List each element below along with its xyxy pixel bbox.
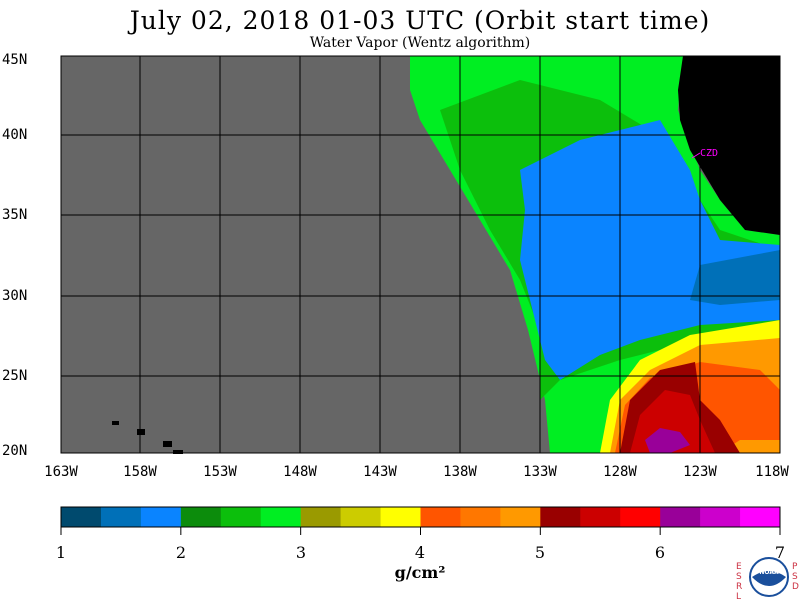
colorbar-swatch	[700, 507, 741, 527]
colorbar-swatch	[540, 507, 581, 527]
logo-letter: S	[792, 572, 798, 582]
colorbar-tick-label: 4	[414, 543, 426, 562]
colorbar-frame	[60, 506, 781, 528]
esrl-letters: E S R L	[736, 562, 746, 602]
colorbar-tick-label: 5	[534, 543, 546, 562]
colorbar-swatch	[300, 507, 342, 527]
lon-label: 128W	[603, 464, 637, 480]
hawaii-island	[137, 429, 145, 435]
colorbar-swatch	[580, 507, 621, 527]
logo-letter: E	[736, 562, 742, 572]
lon-label: 133W	[523, 464, 557, 480]
lon-label: 123W	[683, 464, 717, 480]
station-label: CZD	[700, 148, 718, 159]
colorbar-swatch	[180, 507, 222, 527]
hawaii-island	[173, 450, 183, 454]
colorbar-swatch	[140, 507, 182, 527]
lon-label: 148W	[283, 464, 317, 480]
colorbar-swatch	[100, 507, 142, 527]
logo-letter: D	[792, 582, 799, 592]
colorbar-swatch	[340, 507, 382, 527]
colorbar-swatch	[260, 507, 302, 527]
lon-label: 138W	[443, 464, 477, 480]
vapor-blue-region	[520, 120, 780, 380]
lon-label: 158W	[123, 464, 157, 480]
logo-letter: S	[736, 572, 742, 582]
logo-letter: L	[736, 592, 742, 602]
map-subtitle: Water Vapor (Wentz algorithm)	[309, 35, 531, 51]
colorbar-swatch	[740, 507, 781, 527]
water-vapor-swath	[410, 56, 780, 453]
noaa-logo-bird	[752, 571, 786, 586]
colorbar	[61, 507, 781, 527]
hawaii-island	[163, 441, 172, 447]
logo-letter: P	[792, 562, 798, 572]
colorbar-swatch	[420, 507, 461, 527]
lon-label: 143W	[363, 464, 397, 480]
lat-label: 30N	[2, 288, 28, 304]
colorbar-swatch	[620, 507, 661, 527]
logo-letter: R	[736, 582, 743, 592]
colorbar-tick-label: 1	[55, 543, 67, 562]
vapor-purple-region	[645, 428, 690, 453]
vapor-light-blue-region	[690, 250, 780, 305]
colorbar-tick-label: 6	[654, 543, 666, 562]
lat-label: 25N	[2, 368, 28, 384]
colorbar-tick-label: 3	[295, 543, 307, 562]
lon-label: 153W	[203, 464, 237, 480]
colorbar-unit: g/cm²	[394, 563, 446, 582]
colorbar-swatch	[460, 507, 501, 527]
land-mask	[112, 56, 780, 454]
lon-label: 118W	[755, 464, 789, 480]
colorbar-ticks	[60, 527, 781, 535]
colorbar-swatch	[61, 507, 102, 527]
map-frame	[60, 55, 781, 454]
colorbar-swatch	[660, 507, 701, 527]
california-coast-land	[678, 56, 780, 235]
colorbar-swatch	[500, 507, 541, 527]
hawaii-island	[112, 421, 119, 425]
noaa-logo: NOAA	[749, 557, 789, 597]
colorbar-tick-label: 2	[175, 543, 187, 562]
lat-label: 40N	[2, 127, 28, 143]
lon-label: 163W	[44, 464, 78, 480]
lat-lon-grid	[61, 56, 780, 453]
lat-label: 20N	[2, 443, 28, 459]
map-title: July 02, 2018 01-03 UTC (Orbit start tim…	[129, 6, 711, 35]
lat-label: 45N	[2, 52, 28, 68]
colorbar-swatch	[220, 507, 262, 527]
noaa-logo-text: NOAA	[759, 569, 779, 576]
station-marker	[691, 152, 701, 159]
lat-label: 35N	[2, 207, 28, 223]
colorbar-swatch	[380, 507, 421, 527]
psd-letters: P S D	[792, 562, 800, 592]
colorbar-tick-label: 7	[774, 543, 786, 562]
